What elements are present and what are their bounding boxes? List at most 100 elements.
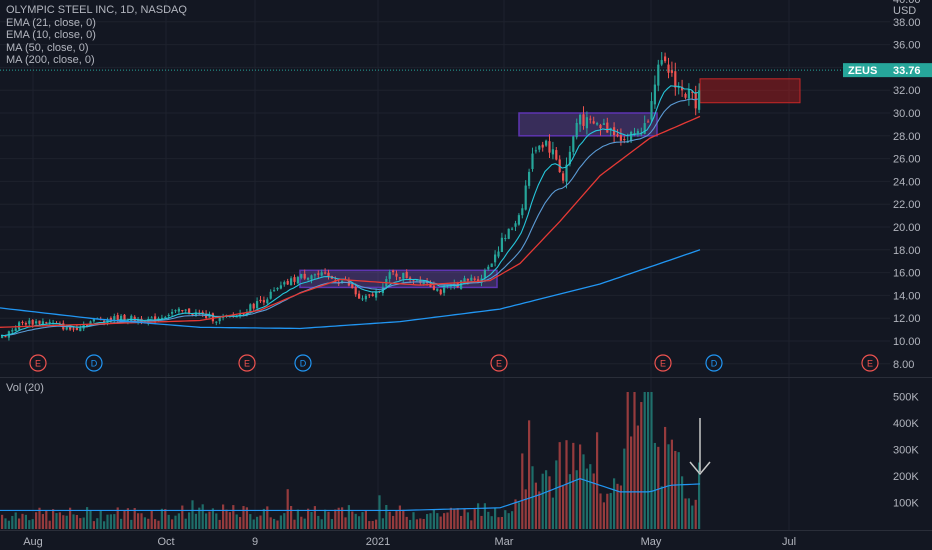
candle-body [290,278,293,286]
candle-body [18,322,21,330]
candle-body [687,89,690,99]
volume-bar [259,515,262,529]
price-tick-label: 18.00 [893,245,921,257]
candle-body [463,278,466,283]
candle-body [647,121,650,123]
price-axis-unit: USD [893,5,916,17]
candle-body [579,114,582,125]
volume-bar [283,513,286,529]
volume-bar [446,512,449,529]
volume-tick-label: 400K [893,418,919,430]
candle-body [354,287,357,295]
volume-bar [24,514,27,529]
volume-bar [500,516,503,529]
volume-bar [575,470,578,529]
candle-body [548,141,551,153]
volume-bar [524,489,527,529]
candle-body [262,300,265,303]
candle-body [551,149,554,155]
event-marker-dividend [85,354,103,372]
volume-bar [626,392,629,529]
volume-bar [215,513,218,529]
candle-body [660,60,663,65]
volume-bar [290,505,293,529]
volume-bar [483,503,486,529]
event-marker-letter: E [35,359,41,369]
candle-body [684,93,687,98]
candle-body [222,316,225,318]
time-tick-label: May [641,536,662,548]
volume-bar [65,515,68,529]
volume-bar [171,519,174,529]
volume-bar [551,497,554,529]
volume-bar [585,468,588,529]
candle-body [137,319,140,322]
volume-bar [657,446,660,529]
candle-body [364,295,367,300]
volume-bar [273,518,276,529]
volume-legend[interactable]: Vol (20) [6,382,44,394]
event-marker-letter: E [867,359,873,369]
candle-body [126,320,129,322]
volume-bar [412,512,415,529]
candle-body [191,313,194,316]
volume-bar [392,515,395,529]
volume-bar [116,507,119,529]
volume-bar [517,502,520,529]
candle-body [585,117,588,129]
volume-bar [619,485,622,529]
price-tick-label: 38.00 [893,17,921,29]
candle-body [235,316,238,318]
volume-bar [667,444,670,529]
candle-body [565,164,568,182]
volume-bar [286,489,289,529]
event-marker-dividend [705,354,723,372]
volume-bar [164,509,167,529]
supply-zone [699,78,801,104]
volume-bar [310,511,313,529]
volume-bar [599,493,602,529]
volume-bar [636,425,639,529]
candle-body [307,277,310,280]
indicator-ema21[interactable]: EMA (21, close, 0) [6,16,96,29]
volume-bar [344,517,347,529]
volume-bar [137,513,140,529]
candle-body [45,322,48,324]
candle-body [130,315,133,322]
volume-bar [358,516,361,529]
volume-bar [1,514,4,529]
candle-body [86,325,89,327]
volume-bar [480,515,483,529]
volume-bar [497,517,500,529]
event-marker-letter: E [244,359,250,369]
symbol-title: OLYMPIC STEEL INC, 1D, NASDAQ [6,4,187,16]
candle-body [507,228,510,239]
indicator-ma50[interactable]: MA (50, close, 0) [6,41,89,54]
volume-bar [426,514,429,529]
indicator-ma200[interactable]: MA (200, close, 0) [6,54,95,66]
price-tick-label: 14.00 [893,290,921,302]
event-marker-earnings [29,354,47,372]
volume-bar [99,510,102,529]
candle-body [528,171,531,186]
price-tick-label: 10.00 [893,336,921,348]
candle-body [398,277,401,279]
time-tick-label: Mar [495,536,514,548]
candle-body [698,90,701,110]
volume-bar [354,513,357,529]
candle-body [623,139,626,141]
volume-bar [334,509,337,529]
event-marker-earnings [490,354,508,372]
candle-body [283,282,286,285]
candle-body [317,273,320,275]
candle-body [504,238,507,240]
volume-bar [167,514,170,529]
volume-bar [38,507,41,529]
volume-bar [381,518,384,529]
indicator-ema10[interactable]: EMA (10, close, 0) [6,29,96,41]
volume-bar [402,509,405,529]
volume-bar [160,508,163,529]
volume-bar [327,511,330,529]
volume-bar [640,402,643,529]
